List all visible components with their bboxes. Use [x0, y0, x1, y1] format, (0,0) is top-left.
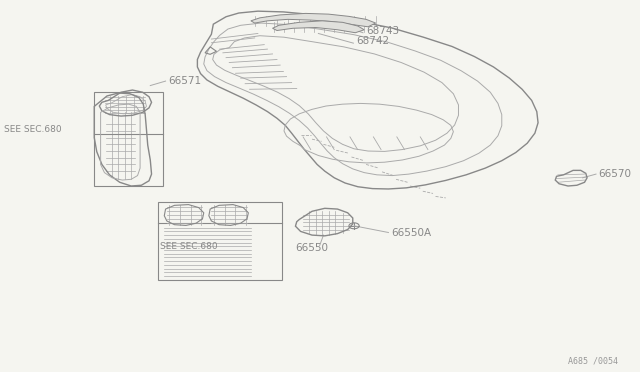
Bar [158, 202, 282, 280]
Text: 66570: 66570 [598, 169, 632, 179]
Text: 68743: 68743 [366, 26, 399, 35]
Text: 66550: 66550 [296, 243, 328, 253]
Text: A685 /0054: A685 /0054 [568, 356, 618, 365]
Text: SEE SEC.680: SEE SEC.680 [161, 243, 218, 251]
Polygon shape [251, 13, 376, 27]
Bar [94, 92, 163, 186]
Polygon shape [273, 21, 364, 33]
Text: 66571: 66571 [168, 76, 201, 86]
Text: SEE SEC.680: SEE SEC.680 [4, 125, 61, 134]
Text: 66550A: 66550A [391, 228, 431, 238]
Text: 68742: 68742 [356, 36, 390, 46]
